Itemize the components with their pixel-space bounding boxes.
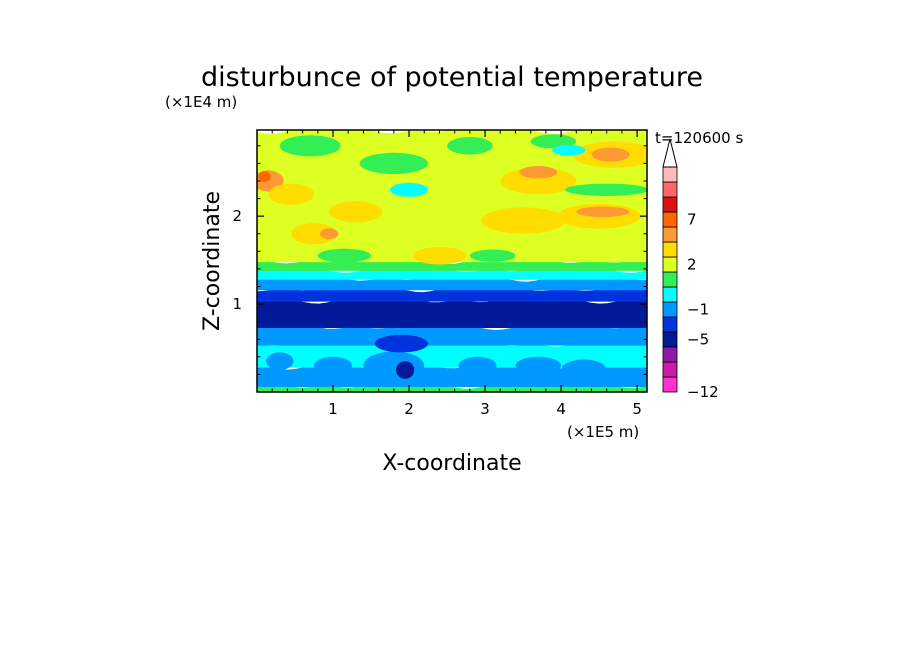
y-tick-label: 2 [232, 207, 242, 225]
x-axis: 1 2 3 4 5 [271, 130, 642, 418]
contour-blob [291, 223, 337, 245]
contour-band [257, 322, 647, 346]
contour-band [257, 296, 647, 329]
contour-blob [374, 334, 428, 353]
contour-blob [447, 137, 493, 155]
contour-blob [390, 182, 428, 197]
contour-blob [329, 201, 383, 223]
contour-blob [359, 152, 428, 174]
contour-blob [591, 147, 630, 162]
colorbar-label: −5 [687, 331, 709, 349]
colorbar-segment [662, 376, 678, 393]
colorbar-segment [662, 166, 678, 183]
x-tick-label: 2 [404, 400, 414, 418]
contour-blob [481, 207, 565, 234]
colorbar-label: −12 [687, 383, 719, 401]
colorbar-segment [662, 361, 678, 378]
contour-blob [258, 171, 271, 182]
contour-blob [552, 144, 586, 156]
contour-blob [320, 228, 339, 239]
x-unit-label: (×1E5 m) [567, 423, 639, 441]
x-tick-label: 5 [632, 400, 642, 418]
colorbar-segment [662, 346, 678, 363]
contour-blob [266, 352, 294, 371]
x-axis-label: X-coordinate [382, 451, 521, 476]
colorbar: 7 2 −1 −5 −12 [662, 138, 719, 401]
contour-blob [515, 356, 562, 375]
colorbar-segment [662, 241, 678, 258]
contour-blob [469, 249, 516, 262]
x-tick-label: 3 [480, 400, 490, 418]
colorbar-segment [662, 181, 678, 198]
contour-blob [268, 183, 315, 205]
y-axis: 12 [232, 145, 647, 375]
colorbar-label: 2 [687, 256, 697, 274]
colorbar-extend-arrow [662, 138, 678, 168]
colorbar-label: 7 [687, 211, 697, 229]
contour-blob [564, 183, 647, 196]
colorbar-segment [662, 301, 678, 318]
contour-blob [314, 356, 352, 375]
contour-blob [530, 134, 577, 149]
y-unit-label: (×1E4 m) [165, 93, 237, 111]
contour-blob [561, 359, 607, 381]
y-axis-label: Z-coordinate [200, 191, 225, 331]
contour-field [257, 130, 647, 392]
plot-frame [256, 129, 648, 393]
contour-blob [519, 166, 558, 179]
x-tick-label: 1 [328, 400, 338, 418]
contour-blob [396, 361, 415, 379]
colorbar-segment [662, 256, 678, 273]
y-tick-label: 1 [232, 295, 242, 313]
colorbar-label: −1 [687, 301, 709, 319]
contour-blob [458, 356, 497, 375]
time-label: t=120600 s [655, 129, 743, 147]
contour-blob [279, 135, 341, 157]
contour-blob [576, 206, 630, 218]
contour-blob [317, 248, 371, 263]
colorbar-segment [662, 271, 678, 288]
contour-blob [500, 167, 577, 195]
chart-title: disturbunce of potential temperature [201, 62, 703, 93]
colorbar-segment [662, 226, 678, 243]
x-tick-label: 4 [556, 400, 566, 418]
colorbar-segment [662, 211, 678, 228]
contour-blob [412, 246, 467, 265]
colorbar-segment [662, 286, 678, 303]
colorbar-segment [662, 196, 678, 213]
colorbar-segment [662, 316, 678, 333]
colorbar-segment [662, 331, 678, 348]
contour-blob [363, 351, 425, 380]
